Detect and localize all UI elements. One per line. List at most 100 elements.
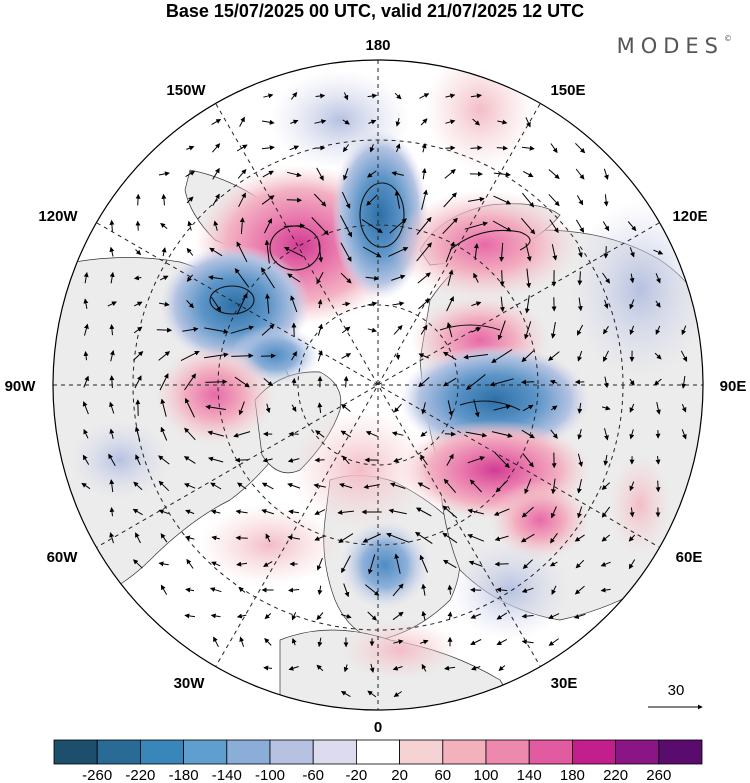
wind-arrow: [160, 584, 168, 595]
weak-positive-atlantic: [200, 505, 340, 585]
wind-arrow: [211, 535, 220, 541]
wind-arrow: [184, 427, 196, 441]
wind-arrow: [134, 426, 141, 441]
wind-arrow: [655, 300, 661, 308]
wind-arrow: [161, 247, 167, 257]
wind-arrow: [291, 351, 297, 361]
colorbar-cell: [269, 739, 314, 765]
map-border: [52, 59, 704, 711]
wind-arrow: [207, 456, 224, 463]
wind-arrow: [287, 273, 301, 283]
wind-arrow: [522, 404, 534, 412]
wind-arrow: [109, 246, 115, 257]
wind-arrow: [472, 118, 481, 126]
wind-arrow: [629, 247, 635, 258]
wind-arrow: [213, 636, 219, 648]
wind-arrow: [264, 613, 272, 620]
wind-arrow: [156, 327, 173, 333]
wind-arrow: [180, 350, 200, 362]
wind-arrow: [681, 325, 687, 336]
wind-arrow: [342, 119, 350, 125]
wind-arrow: [655, 456, 661, 465]
wind-arrow: [446, 322, 453, 338]
wind-arrow: [158, 171, 170, 177]
wind-arrow: [575, 219, 585, 233]
negative-anomaly-europe: [340, 520, 430, 610]
wind-arrow: [286, 171, 302, 178]
colorbar-label: -100: [255, 767, 285, 783]
wind-arrow: [211, 118, 222, 126]
wind-arrow: [442, 351, 457, 361]
wind-arrow: [316, 557, 323, 571]
wind-arrow: [465, 431, 488, 438]
wind-arrow: [629, 378, 635, 386]
wind-arrow: [185, 509, 195, 515]
wind-arrow: [653, 378, 662, 386]
wind-arrow: [520, 379, 535, 385]
wind-arrow: [420, 431, 428, 437]
wind-arrow: [604, 428, 609, 441]
wind-arrow: [577, 297, 583, 312]
colorbar-cell: [658, 739, 703, 765]
wind-arrow: [81, 482, 91, 490]
wind-arrow: [470, 145, 483, 151]
wind-arrow: [364, 584, 380, 596]
wind-arrow: [367, 690, 377, 698]
wind-arrow: [467, 534, 485, 542]
wind-arrow: [369, 663, 375, 673]
wind-arrow: [339, 215, 353, 238]
wind-arrow: [135, 249, 142, 256]
anomaly-shading: [70, 60, 703, 680]
wind-arrow: [158, 509, 169, 515]
wind-arrow: [341, 326, 351, 334]
wind-arrow: [420, 639, 429, 645]
lon-label-30w: 30W: [174, 675, 206, 692]
wind-arrow: [289, 145, 300, 151]
wind-arrow: [338, 533, 354, 543]
wind-arrow: [548, 194, 560, 207]
wind-arrow: [444, 665, 456, 671]
wind-arrow: [313, 193, 327, 207]
wind-arrow: [340, 430, 351, 438]
wind-arrow: [160, 533, 168, 543]
wind-arrow: [393, 639, 404, 645]
wind-arrow: [317, 637, 323, 648]
wind-arrow: [135, 193, 141, 206]
wind-arrow: [135, 454, 141, 466]
latitude-circle-70: [217, 224, 539, 546]
wind-arrow: [236, 292, 248, 315]
wind-arrow: [261, 508, 275, 515]
wind-arrow: [361, 219, 383, 233]
wind-arrow: [367, 93, 378, 99]
wind-arrow: [205, 379, 228, 385]
wind-arrow: [209, 247, 223, 257]
wind-arrow: [367, 301, 378, 307]
wind-arrow: [239, 116, 245, 127]
wind-arrow: [467, 196, 485, 202]
wind-arrow: [444, 169, 456, 179]
wind-arrow: [160, 222, 168, 229]
wind-arrow: [493, 404, 512, 411]
wind-arrow: [237, 168, 247, 179]
wind-arrow: [314, 535, 326, 541]
wind-arrow: [160, 398, 167, 417]
contour-central-asia: [439, 324, 501, 331]
colorbar-cell: [355, 739, 400, 765]
wind-arrow: [291, 638, 297, 646]
wind-arrow: [447, 269, 454, 286]
wind-arrow: [287, 457, 300, 463]
wind-arrow: [317, 585, 323, 596]
wind-arrow: [521, 145, 535, 151]
wind-arrow: [574, 585, 585, 595]
wind-arrow: [420, 454, 428, 466]
wind-arrow: [417, 272, 431, 284]
wind-arrow: [207, 430, 224, 437]
wind-arrow: [526, 268, 532, 289]
wind-arrow: [522, 170, 534, 178]
positive-anomaly-south-asia: [490, 480, 590, 560]
wind-arrow: [471, 327, 482, 333]
wind-arrow: [394, 553, 401, 574]
colorbar-cell: [572, 739, 617, 765]
colorbar-label: 60: [434, 767, 451, 783]
wind-arrow: [603, 376, 609, 389]
